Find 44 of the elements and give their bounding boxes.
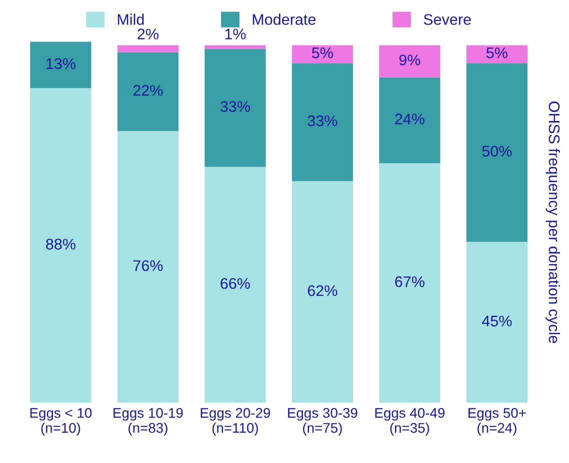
bar xyxy=(466,63,528,242)
x-tick-label: Eggs < 10 (n=10) xyxy=(30,408,92,436)
x-tick-label: Eggs 50+ (n=24) xyxy=(468,408,526,436)
data-label: 88% xyxy=(46,238,76,250)
data-label: 33% xyxy=(308,115,338,126)
data-label: 5% xyxy=(486,48,508,58)
data-label: 33% xyxy=(220,101,250,112)
data-label: 45% xyxy=(482,316,512,326)
bar xyxy=(117,45,178,52)
bar xyxy=(204,166,266,403)
data-label: 13% xyxy=(46,58,76,70)
x-tick-label: Eggs 40-49 (n=35) xyxy=(375,408,445,436)
data-label: 9% xyxy=(399,54,420,66)
data-label: 67% xyxy=(395,276,424,288)
x-tick-label: Eggs 20-29 (n=110) xyxy=(200,408,270,436)
bar xyxy=(30,88,92,403)
bar xyxy=(292,45,353,64)
data-label: 2% xyxy=(138,28,158,40)
legend-label: Severe xyxy=(424,14,471,25)
bar xyxy=(204,48,266,167)
bar xyxy=(379,45,440,78)
bar xyxy=(466,242,528,403)
data-label: 1% xyxy=(225,28,246,40)
bar xyxy=(292,181,353,403)
legend-label: Moderate xyxy=(252,14,316,25)
bar xyxy=(292,63,353,182)
data-label: 24% xyxy=(395,114,424,124)
bar xyxy=(466,45,528,64)
data-label: 5% xyxy=(312,48,333,58)
bar xyxy=(117,131,178,403)
data-label: 50% xyxy=(482,146,512,157)
y2-axis-title: OHSS frequency per donation cycle xyxy=(546,102,560,344)
legend-label: Mild xyxy=(118,14,144,25)
x-tick-label: Eggs 10-19 (n=83) xyxy=(114,408,183,436)
data-label: 76% xyxy=(133,260,163,272)
bar xyxy=(30,42,92,88)
bar xyxy=(117,52,178,132)
data-label: 66% xyxy=(220,278,250,289)
data-label: 22% xyxy=(133,85,163,96)
data-label: 62% xyxy=(308,285,338,296)
bar xyxy=(379,77,440,164)
x-tick-label: Eggs 30-39 (n=75) xyxy=(288,408,358,436)
bar xyxy=(379,163,440,403)
bar xyxy=(204,45,266,49)
